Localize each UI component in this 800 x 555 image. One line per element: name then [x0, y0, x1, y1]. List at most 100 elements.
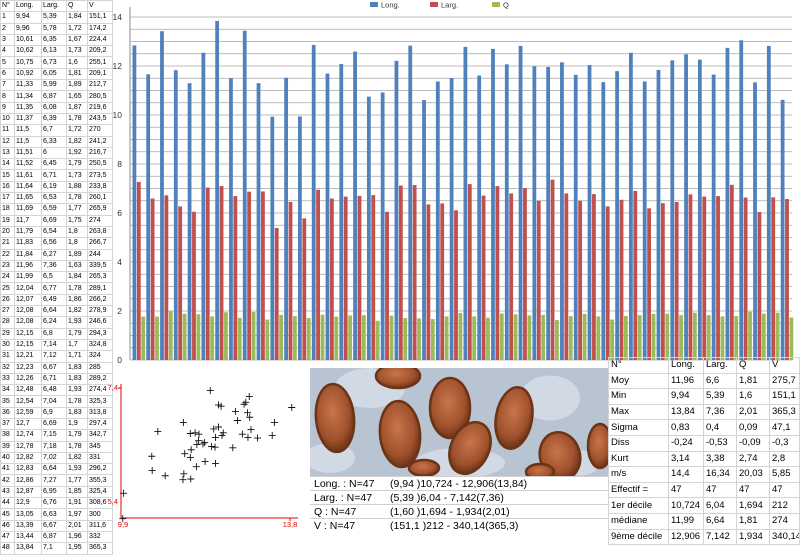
scatter-point: [245, 392, 253, 400]
table-row: 30 12,15 7,14 1,7 324,8: [0, 338, 113, 352]
y-tick-label: 12: [113, 61, 123, 71]
table-cell: Kurt: [608, 450, 669, 468]
table-cell: 22: [0, 248, 15, 261]
table-cell: 6,45: [41, 158, 67, 171]
column-header: V: [769, 357, 800, 374]
scatter-point: [219, 429, 227, 437]
bar-q: [568, 316, 573, 360]
bar-long: [256, 83, 261, 361]
bar-long: [753, 82, 757, 360]
bar-q: [168, 311, 173, 360]
scatter-point: [181, 450, 189, 458]
table-row: 35 12,54 7,04 1,78 325,3: [0, 395, 113, 408]
table-cell: 12,82: [14, 451, 42, 465]
table-cell: -0,24: [668, 434, 704, 452]
bar-larg: [523, 188, 527, 360]
bar-long: [697, 59, 702, 360]
table-cell: 44: [0, 497, 15, 510]
bar-larg: [467, 184, 472, 360]
column-header: N°: [608, 357, 669, 374]
bar-long: [229, 78, 233, 360]
table-cell: 12,9: [14, 497, 42, 510]
table-cell: 11,5: [14, 135, 42, 148]
table-cell: 35: [0, 395, 15, 408]
bar-long: [766, 45, 771, 360]
bar-larg: [633, 190, 638, 360]
scatter-point: [288, 404, 296, 411]
table-cell: 11,99: [668, 512, 704, 530]
table-cell: 33: [0, 372, 15, 386]
y-tick-label: 14: [113, 12, 123, 22]
table-cell: 308,6: [87, 497, 113, 510]
table-cell: 19: [0, 214, 15, 227]
table-row: 21 11,83 6,56 1,8 266,7: [0, 237, 113, 250]
table-cell: 365,3: [87, 542, 113, 555]
table-cell: 274: [769, 512, 800, 530]
table-cell: 14: [0, 158, 15, 171]
bar-q: [224, 312, 228, 360]
table-cell: 8: [0, 90, 15, 103]
table-cell: 47: [0, 530, 15, 544]
bar-long: [546, 66, 551, 360]
table-cell: 47: [769, 481, 800, 499]
scatter-point: [119, 515, 127, 523]
table-cell: 1,93: [66, 463, 88, 476]
bar-q: [430, 319, 435, 360]
bar-long: [339, 64, 344, 360]
table-row: 39 12,78 7,18 1,78 345: [0, 440, 113, 453]
scatter-point: [195, 430, 203, 438]
table-cell: 24: [0, 271, 15, 284]
table-cell: 23: [0, 259, 15, 273]
table-cell: 37: [0, 417, 15, 431]
bar-larg: [412, 185, 417, 360]
bar-larg: [192, 211, 196, 360]
bar-chart: 0 2 4 6 8 10 12 14 Long. Larg. Q: [113, 1, 794, 365]
table-cell: 1,78: [66, 112, 88, 126]
stats-row: Moy 11,96 6,6 1,81 275,7: [608, 372, 800, 390]
bar-long: [560, 62, 564, 360]
table-cell: 47: [736, 481, 770, 499]
bar-long: [187, 83, 192, 361]
table-cell: 43: [0, 485, 15, 499]
table-row: 16 11,64 6,19 1,88 233,8: [0, 180, 113, 194]
scatter-point: [211, 433, 219, 441]
table-row: 37 12,7 6,69 1,9 297,4: [0, 417, 113, 431]
table-cell: 1,79: [66, 158, 88, 171]
summary-value: (5,39 )6,04 - 7,142(7,36): [390, 492, 504, 504]
bar-long: [173, 70, 178, 360]
table-cell: 1,96: [66, 530, 88, 544]
bar-long: [739, 40, 744, 361]
bar-long: [711, 74, 716, 360]
table-row: 19 11,7 6,69 1,75 274: [0, 214, 113, 227]
table-cell: 1,77: [66, 203, 88, 216]
bar-larg: [454, 210, 458, 360]
table-cell: 9: [0, 101, 15, 114]
bar-long: [146, 74, 151, 360]
table-cell: 7,18: [41, 440, 67, 453]
table-cell: 1,78: [66, 192, 88, 205]
table-cell: 1,8: [66, 237, 88, 250]
table-cell: 6,71: [41, 169, 67, 182]
bar-long: [629, 52, 633, 361]
table-cell: 1,72: [66, 124, 88, 137]
table-cell: 1,86: [66, 293, 88, 307]
summary-line-v: V : N=47 (151,1 )212 - 340,14(365,3): [310, 518, 608, 533]
bar-q: [389, 315, 394, 360]
table-cell: 1,81: [66, 67, 88, 81]
summary-value: (9,94 )10,724 - 12,906(13,84): [390, 478, 528, 490]
scatter-point: [192, 463, 200, 471]
table-cell: 12: [0, 135, 15, 148]
table-row: 20 11,79 6,54 1,8 263,8: [0, 225, 113, 239]
summary-line-larg: Larg. : N=47 (5,39 )6,04 - 7,142(7,36): [310, 490, 608, 505]
table-row: 17 11,65 6,53 1,78 260,1: [0, 192, 113, 205]
bar-q: [375, 320, 380, 360]
column-header: Q: [736, 357, 770, 374]
bar-larg: [440, 203, 445, 360]
table-header-row: N° Long. Larg. Q V: [608, 357, 800, 374]
scatter-point: [186, 454, 194, 462]
legend-swatch: [370, 2, 378, 7]
table-cell: 1,73: [66, 45, 88, 58]
bar-q: [306, 317, 311, 360]
bar-larg: [660, 203, 665, 360]
table-cell: 10,92: [14, 67, 42, 81]
